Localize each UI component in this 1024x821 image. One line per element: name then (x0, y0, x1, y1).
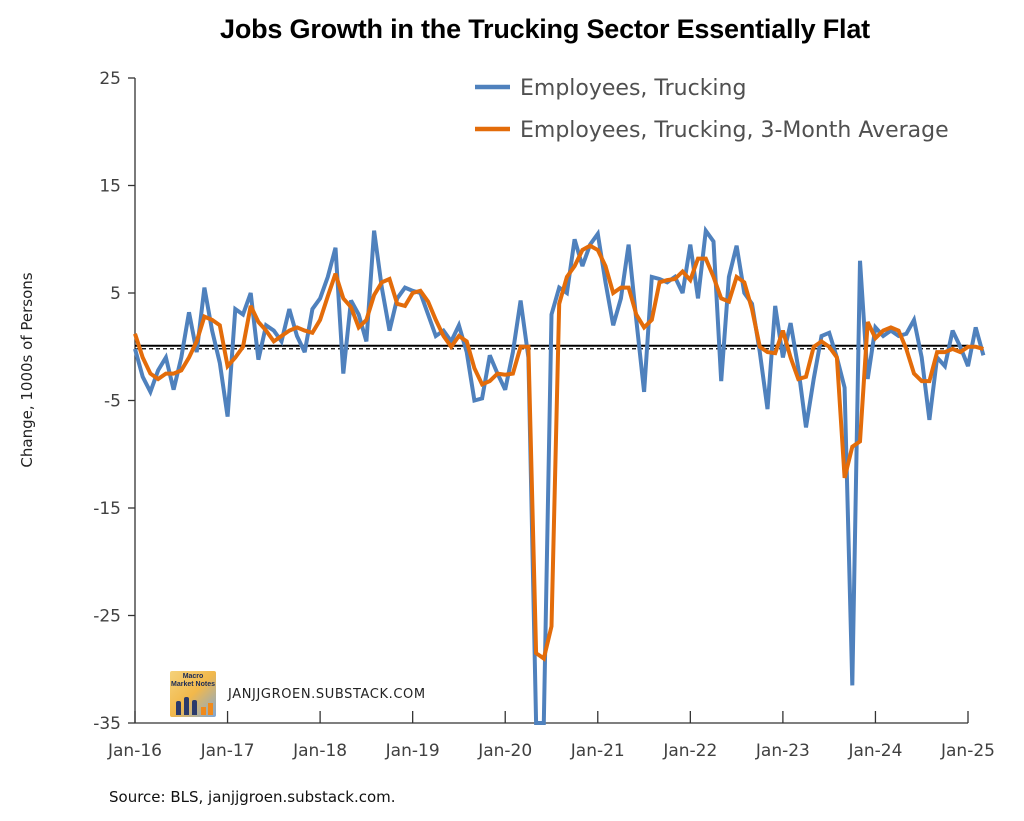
y-tick-label: -15 (93, 499, 121, 519)
y-axis: 25 15 5 -5 -15 -25 -35 (93, 69, 136, 734)
series-line-employees-trucking (133, 225, 986, 725)
plot-lines (133, 225, 986, 725)
legend-label: Employees, Trucking (520, 76, 746, 101)
x-tick-label: Jan-25 (940, 741, 995, 761)
watermark: Macro Market Notes JANJJGROEN.SUBSTACK.C… (170, 671, 426, 717)
x-axis: Jan-16 Jan-17 Jan-18 Jan-19 Jan-20 Jan-21 Jan-… (107, 711, 995, 761)
legend: Employees, Trucking Employees, Trucking, … (475, 76, 949, 143)
x-tick-label: Jan-18 (292, 741, 347, 761)
y-tick-label: 25 (99, 69, 121, 89)
x-tick-label: Jan-23 (755, 741, 810, 761)
y-tick-label: -35 (93, 714, 121, 734)
x-tick-label: Jan-22 (662, 741, 717, 761)
y-tick-label: -5 (104, 392, 121, 412)
chart-title: Jobs Growth in the Trucking Sector Essen… (220, 14, 870, 44)
x-tick-label: Jan-24 (847, 741, 902, 761)
logo-text: Macro Market Notes (171, 673, 215, 688)
macro-market-notes-logo: Macro Market Notes (170, 671, 216, 717)
legend-label: Employees, Trucking, 3-Month Average (520, 118, 949, 143)
series-line-3-month-average (133, 243, 984, 662)
y-axis-title: Change, 1000s of Persons (18, 272, 36, 467)
x-tick-label: Jan-16 (107, 741, 162, 761)
x-tick-label: Jan-19 (385, 741, 440, 761)
y-tick-label: -25 (93, 607, 121, 627)
source-note: Source: BLS, janjjgroen.substack.com. (109, 788, 396, 806)
x-tick-label: Jan-20 (477, 741, 532, 761)
watermark-text: JANJJGROEN.SUBSTACK.COM (228, 686, 426, 702)
y-tick-label: 5 (110, 284, 121, 304)
x-tick-label: Jan-17 (200, 741, 255, 761)
x-tick-label: Jan-21 (570, 741, 625, 761)
y-tick-label: 15 (99, 177, 121, 197)
